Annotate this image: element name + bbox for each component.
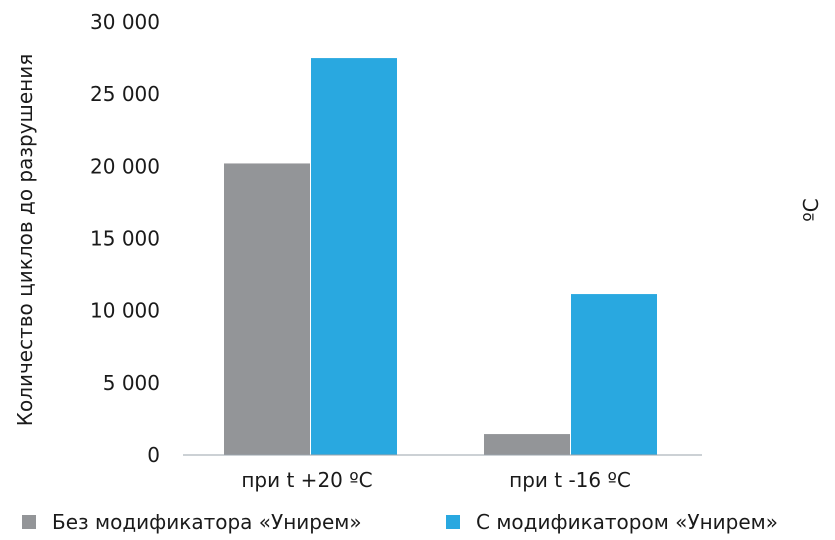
bar-with-modifier xyxy=(311,58,397,455)
y-tick-label: 10 000 xyxy=(90,299,160,323)
legend-label: Без модификатора «Унирем» xyxy=(52,510,362,534)
y-axis-ticks: 0 5 000 10 000 15 000 20 000 25 000 30 000 xyxy=(90,10,160,467)
legend-item-with-modifier: С модификатором «Унирем» xyxy=(446,510,778,534)
legend-label: С модификатором «Унирем» xyxy=(476,510,778,534)
legend: Без модификатора «Унирем» С модификаторо… xyxy=(0,510,835,540)
bar-without-modifier xyxy=(484,434,570,455)
bar-without-modifier xyxy=(224,163,310,456)
y-tick-label: 5 000 xyxy=(103,371,160,395)
legend-swatch xyxy=(446,515,460,529)
x-category-label: при t +20 ºC xyxy=(241,468,372,492)
bars xyxy=(224,58,657,456)
y-tick-label: 30 000 xyxy=(90,10,160,34)
y-axis-label: Количество циклов до разрушения xyxy=(13,54,37,426)
y-tick-label: 20 000 xyxy=(90,154,160,178)
x-category-label: при t -16 ºC xyxy=(509,468,631,492)
x-axis-categories: при t +20 ºC при t -16 ºC xyxy=(241,468,631,492)
bar-with-modifier xyxy=(571,294,657,455)
legend-swatch xyxy=(22,515,36,529)
bar-chart: Количество циклов до разрушения 0 5 000 10… xyxy=(13,10,823,492)
side-annotation: ºC xyxy=(799,198,823,221)
y-tick-label: 25 000 xyxy=(90,82,160,106)
legend-item-without-modifier: Без модификатора «Унирем» xyxy=(22,510,362,534)
y-tick-label: 15 000 xyxy=(90,227,160,251)
y-tick-label: 0 xyxy=(147,443,160,467)
